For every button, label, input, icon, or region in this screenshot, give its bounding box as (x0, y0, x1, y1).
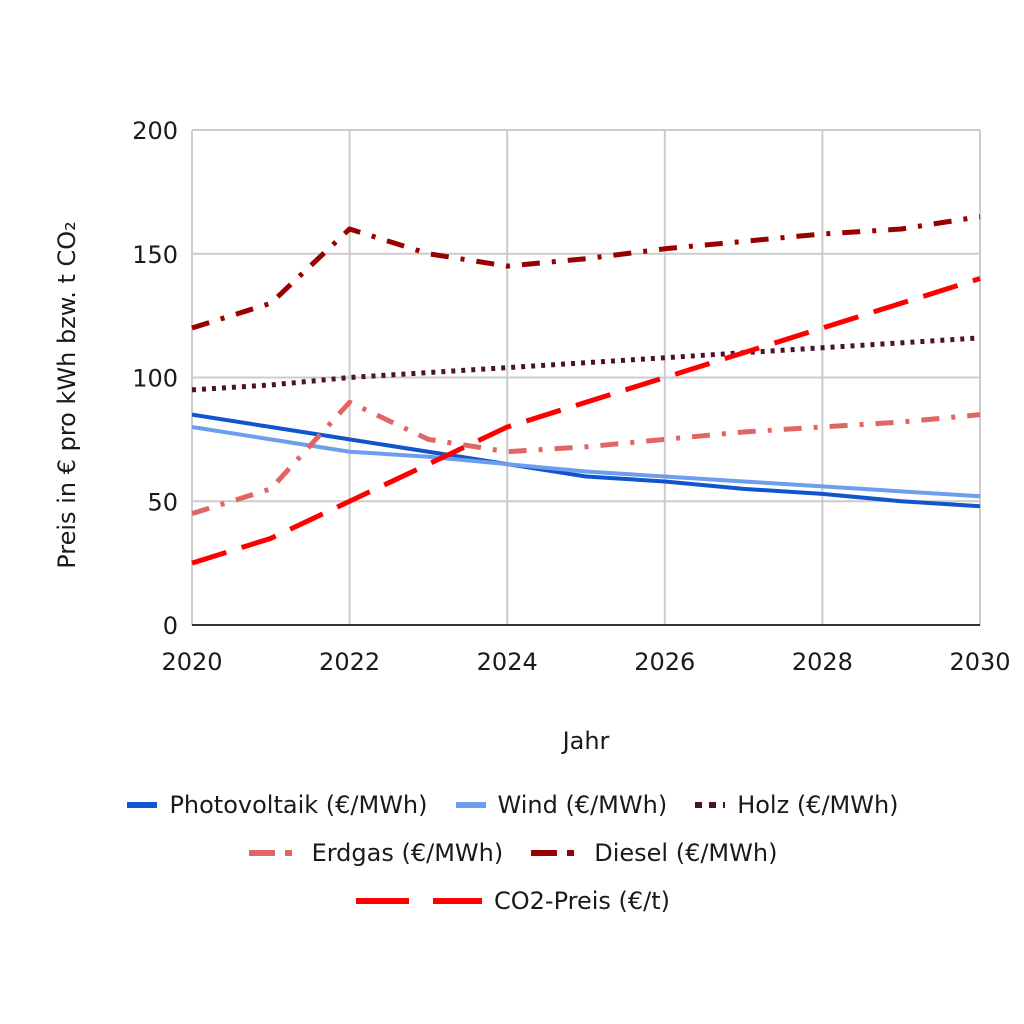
y-axis-label: Preis in € pro kWh bzw. t CO₂ (53, 221, 81, 569)
legend-row: Erdgas (€/MWh) Diesel (€/MWh) (247, 832, 777, 874)
legend-label: Wind (€/MWh) (497, 791, 668, 819)
y-tick-label: 150 (132, 241, 178, 269)
y-tick-label: 50 (147, 488, 178, 516)
legend-label: Holz (€/MWh) (737, 791, 899, 819)
gridlines (191, 129, 981, 626)
y-tick-label: 100 (132, 365, 178, 393)
series-lines (191, 214, 981, 566)
series-line-5 (191, 276, 981, 566)
series-line-3 (191, 399, 981, 517)
x-tick-label: 2026 (634, 648, 695, 676)
legend-label: CO2-Preis (€/t) (493, 887, 671, 915)
legend-label: Photovoltaik (€/MWh) (169, 791, 428, 819)
legend-item[interactable]: Wind (€/MWh) (454, 791, 668, 819)
legend-row: Photovoltaik (€/MWh) Wind (€/MWh) Holz (€/… (125, 784, 899, 826)
legend-item[interactable]: CO2-Preis (€/t) (354, 887, 670, 915)
legend: Photovoltaik (€/MWh) Wind (€/MWh) Holz (€/… (0, 784, 1024, 922)
legend-swatch-icon (695, 802, 726, 808)
x-axis-ticks: 2020 2022 2024 2026 2028 2030 (161, 648, 1010, 676)
x-tick-label: 2028 (792, 648, 853, 676)
y-tick-label: 0 (163, 612, 178, 640)
y-axis-ticks: 0 50 100 150 200 (132, 117, 178, 640)
legend-label: Erdgas (€/MWh) (311, 839, 504, 867)
legend-swatch-icon (531, 850, 583, 856)
series-line-0 (191, 412, 981, 509)
x-tick-label: 2030 (949, 648, 1010, 676)
legend-swatch-icon (455, 802, 486, 808)
y-tick-label: 200 (132, 117, 178, 145)
legend-item[interactable]: Diesel (€/MWh) (529, 839, 777, 867)
legend-swatch-icon (248, 850, 300, 856)
legend-swatch-icon (127, 802, 158, 808)
legend-item[interactable]: Holz (€/MWh) (693, 791, 899, 819)
series-line-2 (191, 335, 981, 393)
x-tick-label: 2022 (319, 648, 380, 676)
legend-label: Diesel (€/MWh) (594, 839, 778, 867)
series-line-1 (191, 425, 981, 499)
x-axis-label: Jahr (561, 727, 610, 755)
series-line-4 (191, 214, 981, 331)
legend-item[interactable]: Erdgas (€/MWh) (247, 839, 504, 867)
legend-item[interactable]: Photovoltaik (€/MWh) (125, 791, 428, 819)
legend-swatch-icon (355, 898, 482, 904)
legend-row: CO2-Preis (€/t) (354, 880, 670, 922)
x-tick-label: 2024 (477, 648, 538, 676)
x-tick-label: 2020 (161, 648, 222, 676)
